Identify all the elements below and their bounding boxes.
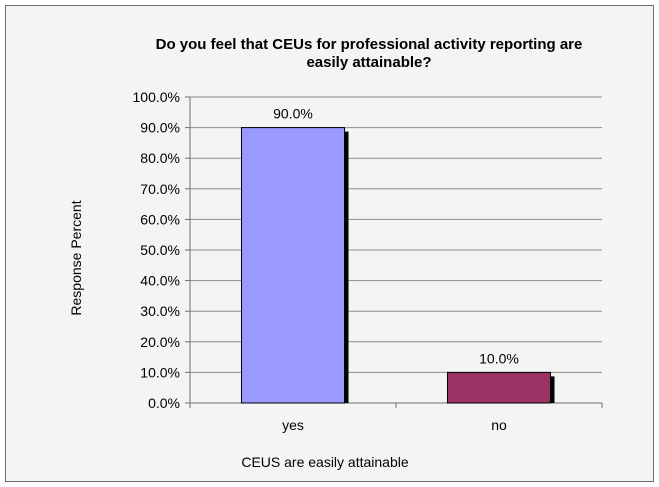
y-tick-label: 90.0%: [140, 120, 180, 136]
y-tick-label: 0.0%: [148, 395, 180, 411]
y-tick-labels: 0.0% 10.0% 20.0% 30.0% 40.0% 50.0% 60.0% 70.0% 8…: [133, 89, 180, 411]
y-tick-label: 60.0%: [140, 211, 180, 227]
data-labels: 90.0% 10.0%: [273, 106, 519, 367]
x-tick-labels: yes no: [282, 417, 507, 433]
data-label-no: 10.0%: [479, 350, 519, 366]
x-tick-label-yes: yes: [282, 417, 304, 433]
y-tick-label: 80.0%: [140, 150, 180, 166]
data-label-yes: 90.0%: [273, 106, 313, 122]
chart-frame: Do you feel that CEUs for professional a…: [5, 5, 654, 482]
y-tick-label: 70.0%: [140, 181, 180, 197]
chart-title-line-1: Do you feel that CEUs for professional a…: [156, 36, 583, 53]
x-axis-label: CEUS are easily attainable: [241, 454, 409, 470]
y-tick-label: 30.0%: [140, 303, 180, 319]
bar-chart: Do you feel that CEUs for professional a…: [68, 36, 603, 470]
chart-title-line-2: easily attainable?: [306, 54, 431, 71]
y-tick-label: 100.0%: [133, 89, 180, 105]
x-tick-label-no: no: [491, 417, 507, 433]
bars: [241, 127, 555, 404]
y-tick-label: 40.0%: [140, 273, 180, 289]
y-axis-label: Response Percent: [68, 200, 84, 315]
bar-yes: [241, 127, 345, 404]
y-tick-label: 20.0%: [140, 334, 180, 350]
y-tick-label: 10.0%: [140, 364, 180, 380]
bar-no: [447, 371, 551, 404]
y-tick-label: 50.0%: [140, 242, 180, 258]
